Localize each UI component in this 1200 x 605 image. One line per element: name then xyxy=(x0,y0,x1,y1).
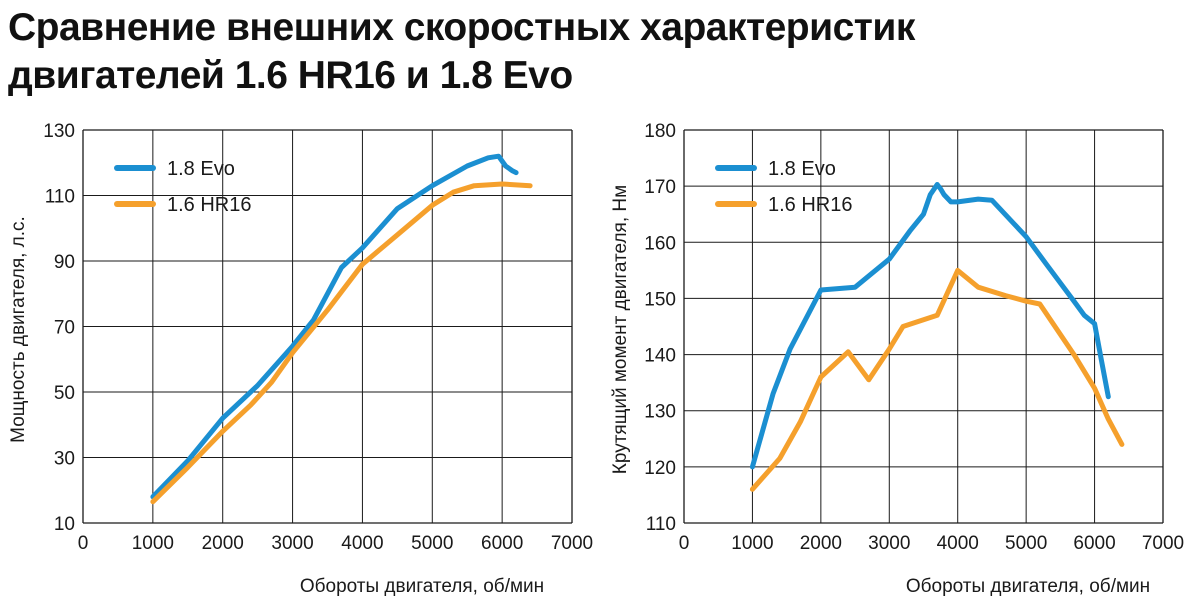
torque-y-tick-label: 130 xyxy=(644,402,676,423)
power-x-tick-label: 5000 xyxy=(411,533,453,554)
power-series-evo-line xyxy=(150,153,519,500)
power-x-tick-label: 4000 xyxy=(341,533,383,554)
torque-y-axis-label: Крутящий момент двигателя, Нм xyxy=(610,185,631,474)
torque-y-tick-label: 110 xyxy=(646,514,676,535)
power-x-tick-label: 2000 xyxy=(202,533,244,554)
power-series-hr16-line xyxy=(150,181,533,505)
torque-x-tick-label: 5000 xyxy=(1005,533,1047,554)
torque-y-tick-label: 180 xyxy=(644,121,676,142)
power-legend-label-evo: 1.8 Evo xyxy=(167,158,235,180)
torque-legend: 1.8 Evo 1.6 HR16 xyxy=(715,158,853,216)
chart-title-line2: двигателей 1.6 HR16 и 1.8 Evo xyxy=(8,54,573,97)
chart-title: Сравнение внешних скоростных характерист… xyxy=(8,4,915,100)
power-y-tick-label: 50 xyxy=(54,383,75,404)
torque-x-tick-label: 3000 xyxy=(868,533,910,554)
torque-y-tick-label: 120 xyxy=(644,458,676,479)
torque-legend-label-evo: 1.8 Evo xyxy=(768,158,836,180)
chart-title-line1: Сравнение внешних скоростных характерист… xyxy=(8,6,915,49)
torque-y-tick-label: 140 xyxy=(644,346,676,367)
torque-x-tick-label: 4000 xyxy=(937,533,979,554)
power-chart: 0 1000 2000 3000 4000 5000 6000 7000 10 30 50 70 90 1… xyxy=(8,121,593,597)
torque-legend-label-hr16: 1.6 HR16 xyxy=(768,194,853,216)
power-y-tick-label: 90 xyxy=(54,252,75,273)
torque-series-evo-line xyxy=(749,182,1111,470)
power-y-tick-label: 10 xyxy=(54,514,75,535)
torque-x-tick-label: 1000 xyxy=(731,533,773,554)
torque-y-tick-label: 160 xyxy=(644,233,676,254)
power-x-tick-label: 1000 xyxy=(132,533,174,554)
power-x-tick-label: 3000 xyxy=(271,533,313,554)
torque-y-tick-label: 150 xyxy=(644,289,676,310)
power-y-axis-label: Мощность двигателя, л.с. xyxy=(8,216,29,443)
torque-y-tick-label: 170 xyxy=(644,177,676,198)
power-legend-label-hr16: 1.6 HR16 xyxy=(167,194,252,216)
power-x-tick-label: 0 xyxy=(78,533,89,554)
power-y-tick-label: 110 xyxy=(45,187,75,208)
torque-x-tick-label: 7000 xyxy=(1142,533,1184,554)
torque-chart: 0 1000 2000 3000 4000 5000 6000 7000 110 120 130 14… xyxy=(610,121,1184,597)
power-legend: 1.8 Evo 1.6 HR16 xyxy=(114,158,252,216)
torque-x-tick-label: 6000 xyxy=(1073,533,1115,554)
torque-x-tick-label: 2000 xyxy=(800,533,842,554)
torque-x-axis-label: Обороты двигателя, об/мин xyxy=(906,576,1150,597)
power-y-tick-label: 130 xyxy=(43,121,75,142)
power-x-tick-label: 7000 xyxy=(551,533,593,554)
power-y-tick-label: 30 xyxy=(54,449,75,470)
power-x-tick-label: 6000 xyxy=(481,533,523,554)
torque-x-tick-label: 0 xyxy=(679,533,690,554)
torque-series-hr16-line xyxy=(749,267,1125,492)
power-y-tick-label: 70 xyxy=(54,318,75,339)
power-x-axis-label: Обороты двигателя, об/мин xyxy=(300,576,544,597)
